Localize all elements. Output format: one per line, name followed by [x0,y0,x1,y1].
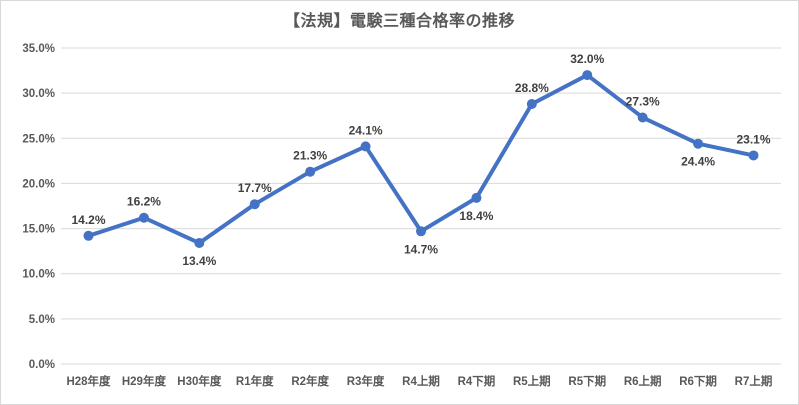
data-point-label: 18.4% [459,209,493,223]
y-tick-label: 30.0% [22,88,55,100]
x-tick-label: R7上期 [735,374,773,388]
data-point-marker [471,192,482,203]
y-tick-label: 35.0% [22,43,55,55]
data-point-label: 21.3% [293,149,327,163]
x-tick-label: H30年度 [177,374,222,388]
y-tick-label: 25.0% [22,133,55,145]
data-point-marker [693,138,704,149]
data-point-marker [138,212,149,223]
x-tick-label: R6下期 [679,374,717,388]
data-point-marker [360,141,371,152]
x-tick-label: R6上期 [624,374,662,388]
data-point-marker [249,199,260,210]
x-tick-label: H29年度 [122,374,167,388]
data-point-label: 23.1% [736,132,770,146]
x-tick-label: H28年度 [66,374,111,388]
data-point-label: 16.2% [127,195,161,209]
x-tick-label: R1年度 [236,374,274,388]
chart-title: 【法規】電験三種合格率の推移 [283,13,515,30]
data-point-marker [416,226,426,237]
data-point-marker [526,98,537,109]
y-tick-label: 0.0% [29,359,55,371]
y-tick-label: 5.0% [29,314,55,326]
x-tick-label: R4上期 [402,374,440,388]
x-tick-label: R5下期 [568,374,606,388]
data-point-label: 14.2% [71,213,105,227]
y-tick-label: 10.0% [22,269,55,281]
data-point-label: 32.0% [570,52,604,66]
data-point-label: 24.4% [681,155,715,169]
x-tick-label: R2年度 [291,374,329,388]
data-point-label: 24.1% [349,123,383,137]
y-tick-label: 15.0% [22,224,55,236]
data-point-label: 13.4% [182,254,216,268]
y-tick-label: 20.0% [22,178,55,190]
data-point-marker [637,112,648,123]
data-point-marker [748,150,759,161]
data-point-label: 27.3% [626,95,660,109]
data-point-label: 17.7% [238,181,272,195]
x-tick-label: R4下期 [458,374,496,388]
x-tick-label: R3年度 [347,374,385,388]
data-point-marker [582,70,593,81]
data-point-marker [194,238,205,249]
data-point-marker [305,166,316,177]
data-point-label: 28.8% [515,81,549,95]
data-point-marker [83,230,94,241]
x-tick-label: R5上期 [513,374,551,388]
data-point-label: 14.7% [404,242,438,256]
